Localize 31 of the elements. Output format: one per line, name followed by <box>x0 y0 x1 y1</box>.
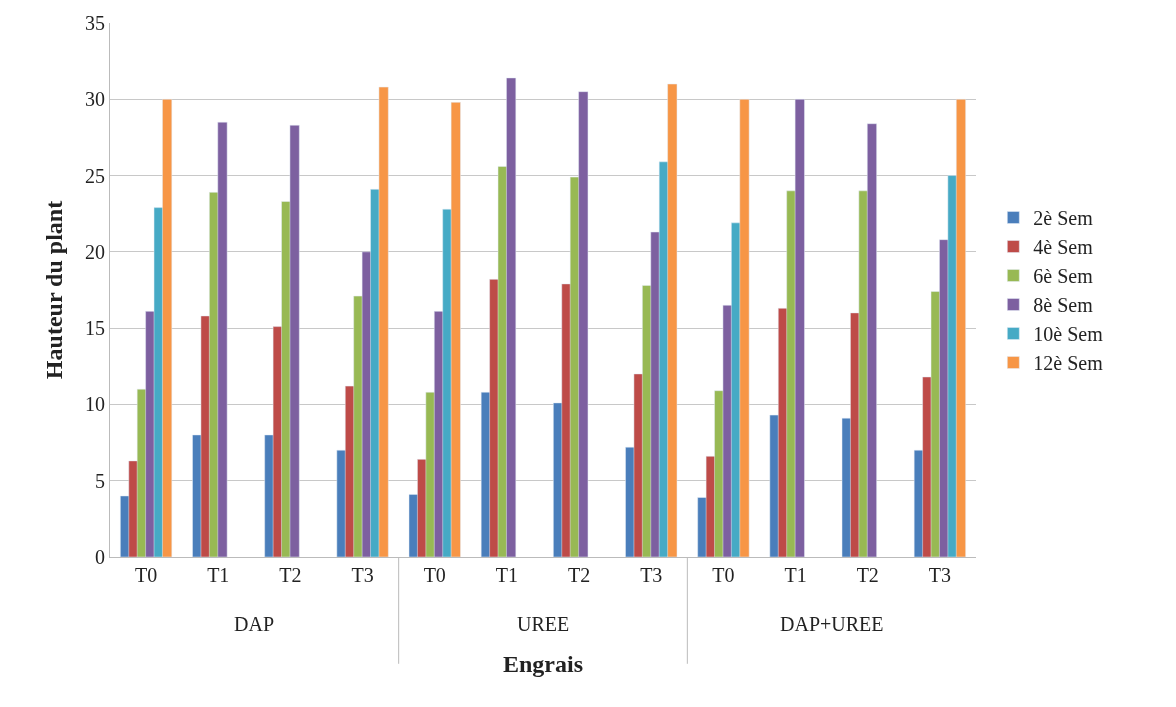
y-tick-label: 15 <box>85 317 105 340</box>
x-axis-title: Engrais <box>502 651 584 678</box>
x-tick-label: T1 <box>495 564 519 586</box>
legend-label: 6è Sem <box>1033 265 1094 288</box>
legend-label: 4è Sem <box>1033 236 1094 259</box>
legend-label: 2è Sem <box>1033 207 1094 230</box>
legend-label: 12è Sem <box>1033 352 1104 375</box>
y-tick-label: 0 <box>95 546 105 568</box>
y-tick-label: 20 <box>85 240 105 263</box>
x-tick-label: T0 <box>423 564 446 586</box>
x-tick-label: T3 <box>928 564 952 586</box>
legend-label: 10è Sem <box>1033 323 1104 346</box>
y-tick-label: 30 <box>85 88 105 111</box>
x-tick-label: T1 <box>207 564 230 586</box>
y-tick-label: 35 <box>85 12 105 34</box>
y-tick-label: 25 <box>85 164 105 187</box>
y-tick-label: 5 <box>95 469 105 492</box>
x-tick-label: T3 <box>351 564 374 586</box>
legend-label: 8è Sem <box>1033 294 1094 317</box>
x-tick-label: T2 <box>567 564 591 586</box>
x-tick-label: T2 <box>856 564 879 586</box>
x-tick-label: T2 <box>279 564 302 586</box>
x-tick-label: T1 <box>784 564 807 586</box>
text: UREE <box>517 613 570 635</box>
y-axis-title: Hauteur du plant <box>41 200 68 380</box>
y-tick-label: 10 <box>85 393 105 416</box>
x-tick-label: T0 <box>134 564 158 586</box>
x-tick-label: T3 <box>640 564 663 586</box>
x-tick-label: T0 <box>712 564 735 586</box>
text: DAP+UREE <box>780 613 884 635</box>
text: DAP <box>234 613 275 635</box>
